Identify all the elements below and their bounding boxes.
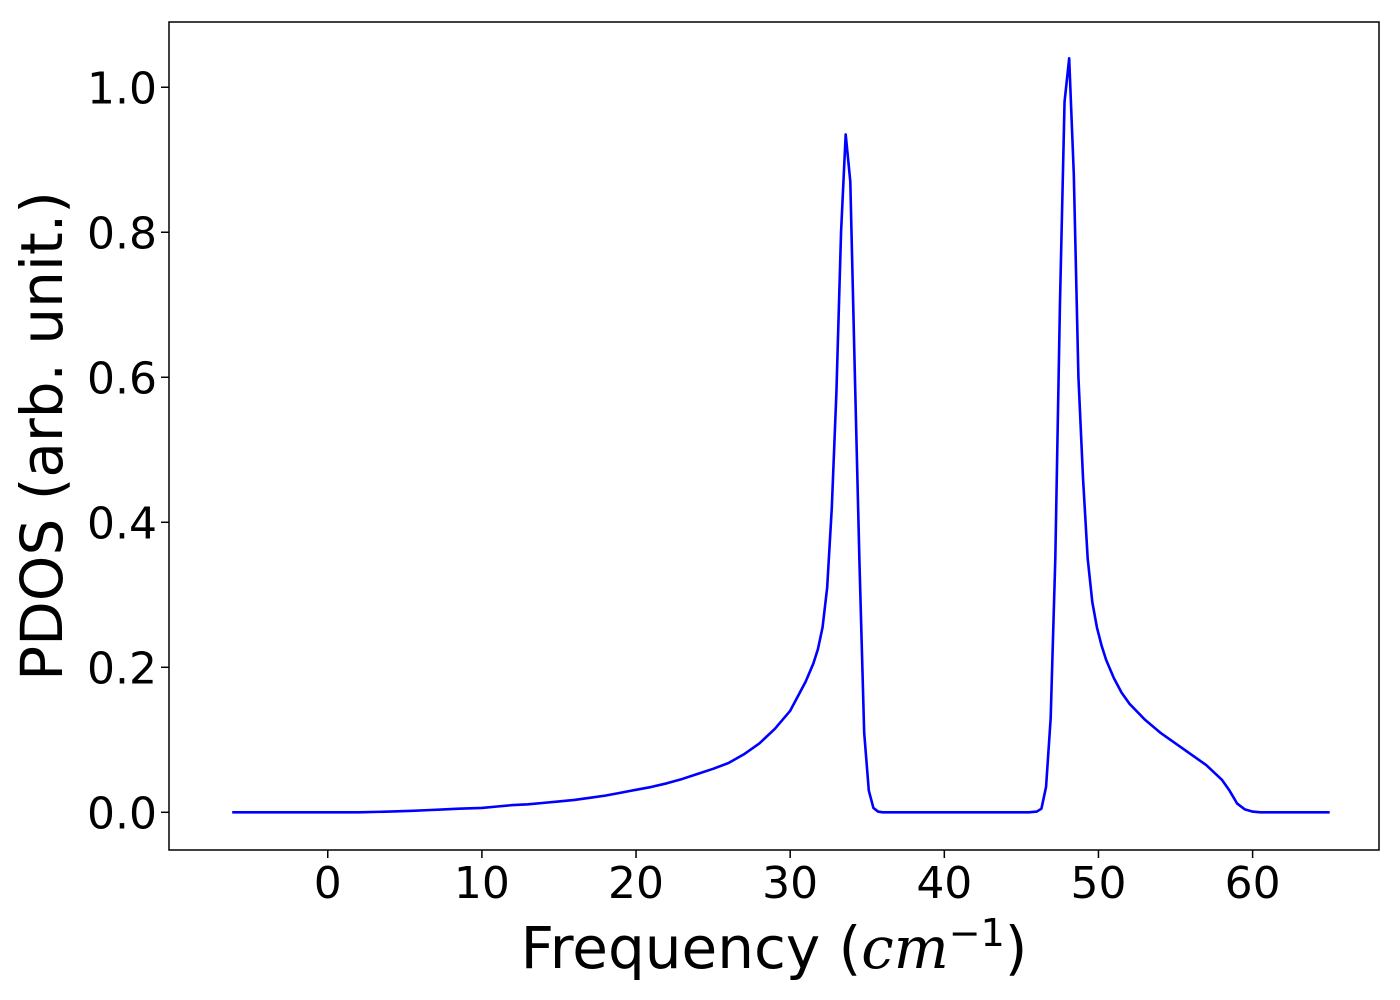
x-tick-label: 50 [1070,858,1126,909]
x-tick-label: 0 [314,858,342,909]
y-tick-label: 0.6 [87,353,157,404]
x-tick-label: 60 [1225,858,1281,909]
y-axis-label: PDOS (arb. unit.) [8,191,76,681]
y-axis-ticks: 0.0 0.2 0.4 0.6 0.8 1.0 [87,63,169,839]
y-tick-label: 0.8 [87,208,157,259]
x-tick-label: 30 [762,858,818,909]
x-axis-label-prefix: Frequency ( [521,914,862,982]
x-tick-label: 20 [608,858,664,909]
x-axis-ticks: 0 10 20 30 40 50 60 [314,850,1281,909]
y-tick-label: 1.0 [87,63,157,114]
x-tick-label: 40 [916,858,972,909]
x-tick-label: 10 [454,858,510,909]
y-tick-label: 0.2 [87,643,157,694]
x-axis-label: Frequency (cm−1) [521,911,1028,982]
y-tick-label: 0.0 [87,788,157,839]
x-axis-label-suffix: ) [1005,914,1028,982]
y-tick-label: 0.4 [87,498,157,549]
pdos-series-line [232,56,1330,814]
x-axis-label-unit: cm [861,914,948,982]
plot-frame [168,21,1380,851]
x-axis-label-exponent: −1 [949,911,1005,955]
series-layer [232,56,1330,814]
